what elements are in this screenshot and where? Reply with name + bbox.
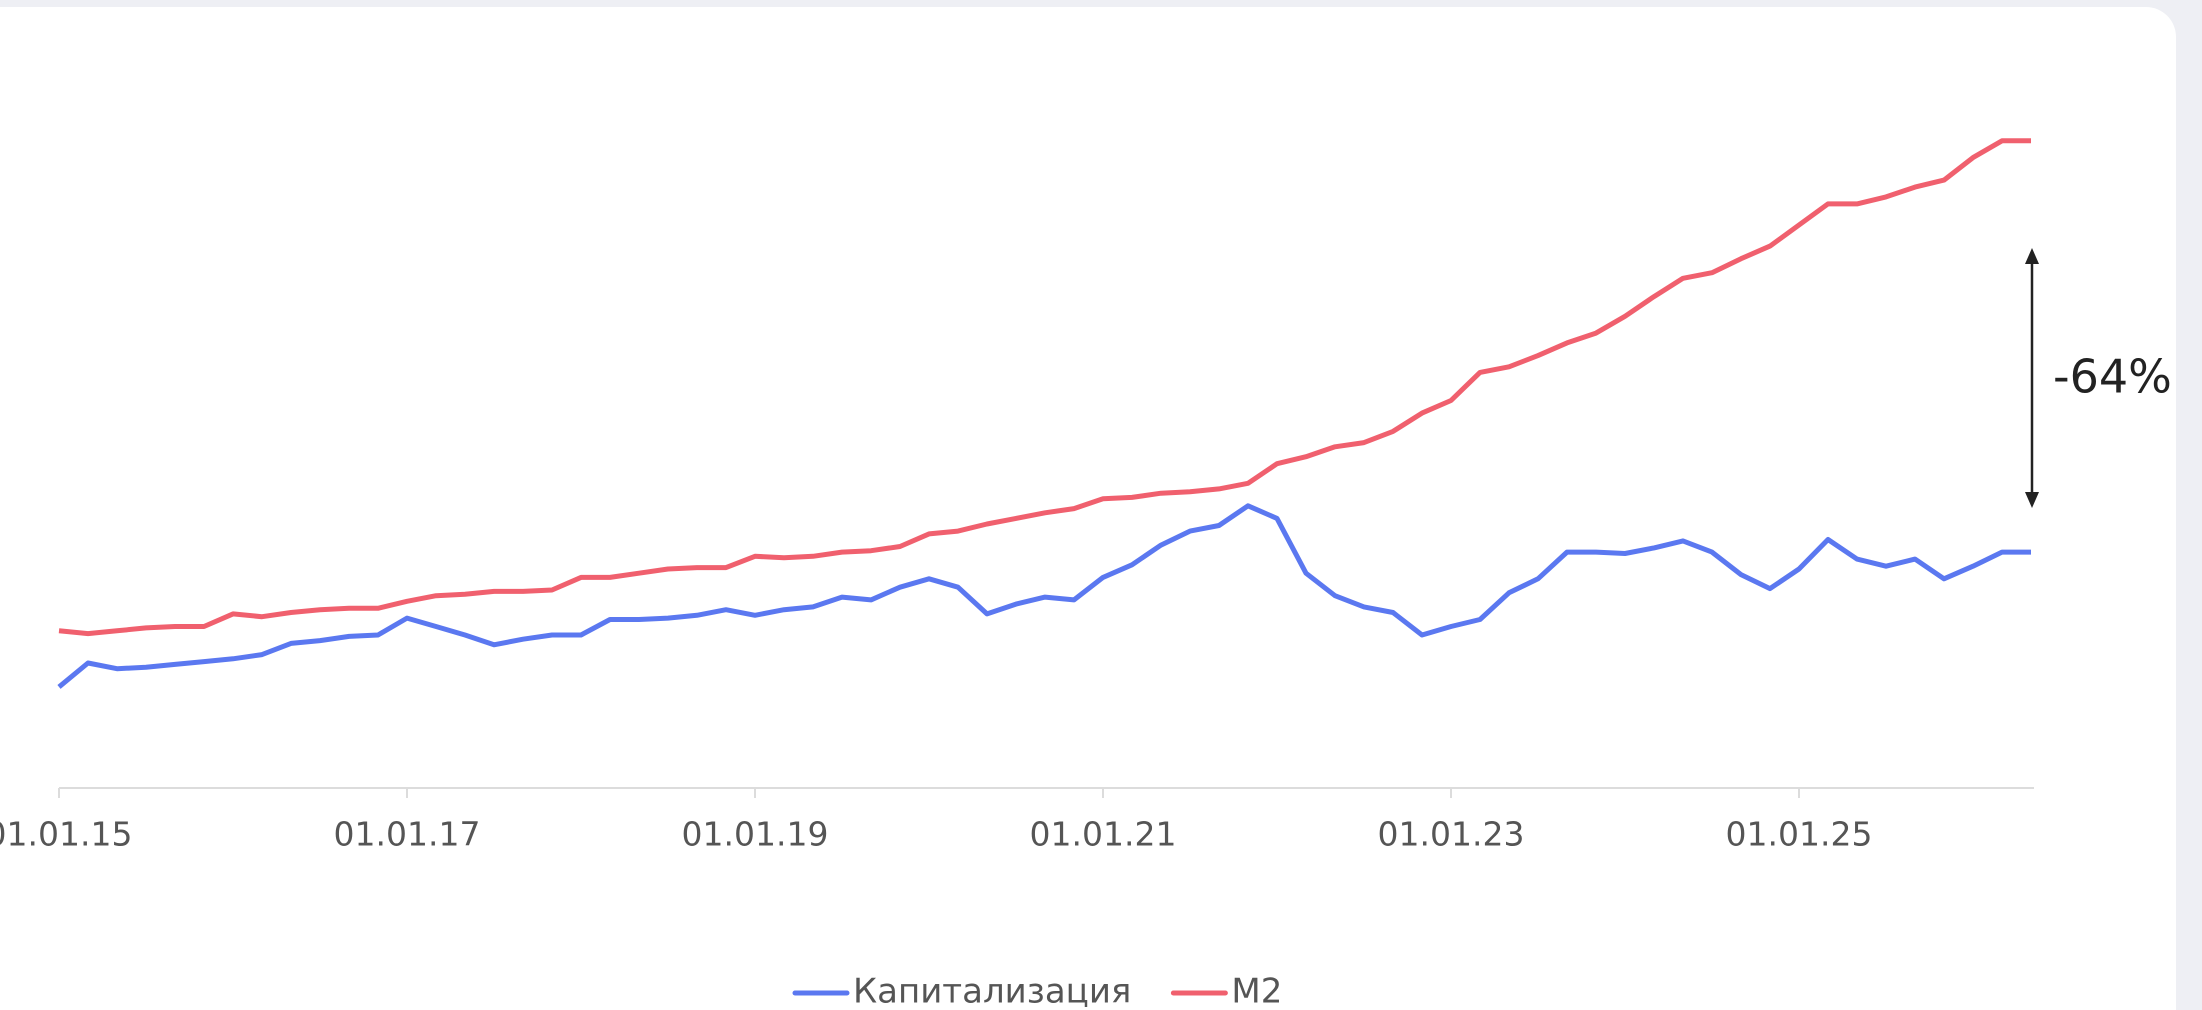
legend-label: M2 [1231,972,1282,1010]
arrow-head [2025,248,2039,264]
series-line [58,138,2031,637]
card [0,7,2176,1010]
series-line [57,503,2031,689]
legend-label: Капитализация [853,972,1131,1010]
x-tick-label: 01.01.15 [0,815,132,854]
x-tick-label: 01.01.25 [1726,815,1873,854]
x-tick-label: 01.01.17 [334,815,481,854]
annotation: -64% [2053,350,2172,404]
x-tick-label: 01.01.23 [1378,815,1525,854]
x-tick-label: 01.01.19 [682,815,829,854]
arrow-head [2025,492,2039,508]
x-tick-label: 01.01.21 [1030,815,1177,854]
